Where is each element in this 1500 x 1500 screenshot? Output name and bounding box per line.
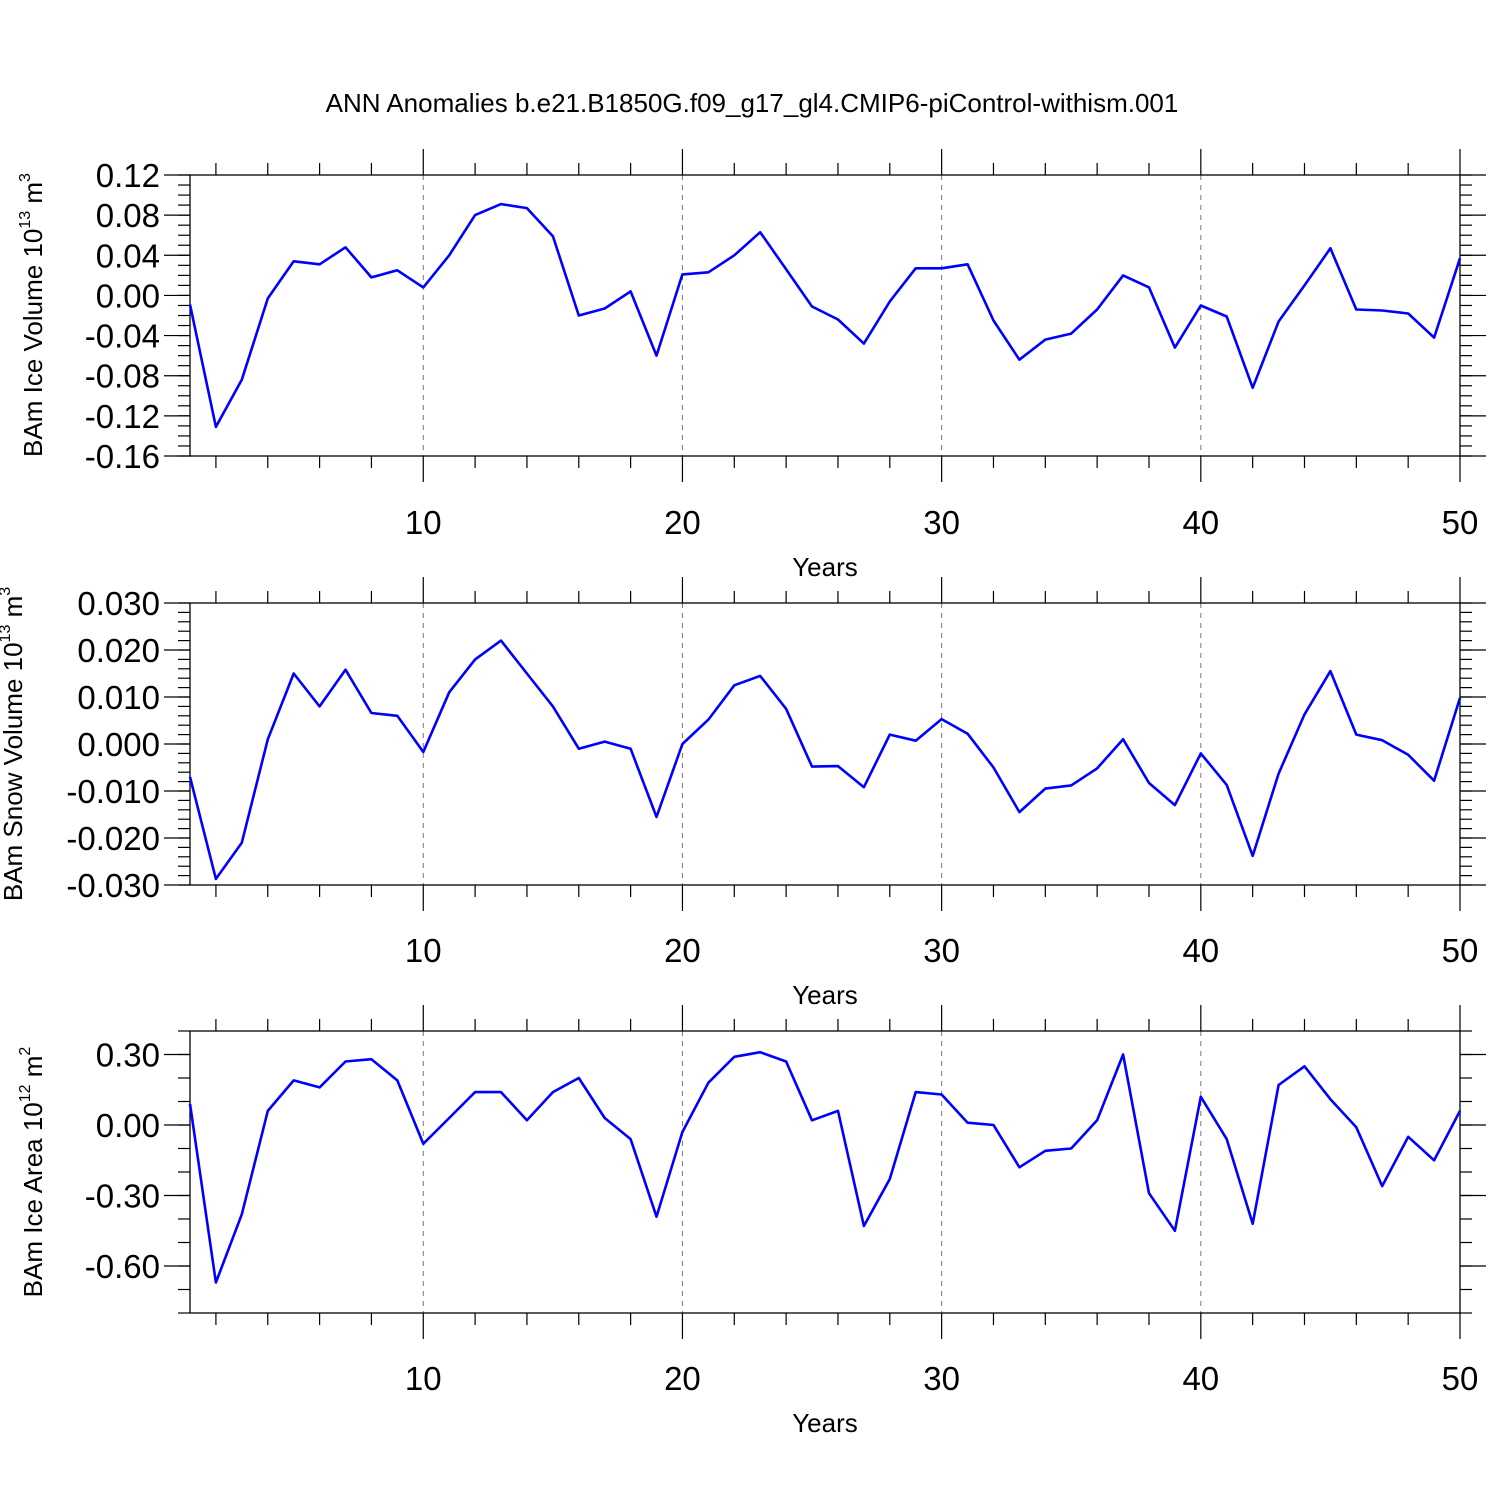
y-tick-label: -0.60	[85, 1248, 160, 1285]
x-tick-label: 40	[1182, 504, 1219, 541]
x-tick-label: 10	[405, 932, 442, 969]
x-tick-label: 10	[405, 504, 442, 541]
y-tick-label: 0.00	[96, 277, 160, 314]
y-axis-title: BAm Snow Volume 1013 m3	[0, 587, 28, 901]
y-tick-label: 0.30	[96, 1037, 160, 1074]
y-tick-label: -0.04	[85, 318, 160, 355]
y-tick-label: 0.030	[77, 585, 160, 622]
y-tick-label: -0.010	[66, 773, 160, 810]
y-tick-label: 0.12	[96, 157, 160, 194]
x-tick-label: 10	[405, 1360, 442, 1397]
y-tick-label: 0.010	[77, 679, 160, 716]
x-axis-title: Years	[792, 980, 858, 1010]
y-axis-title: BAm Ice Area 1012 m2	[17, 1047, 48, 1298]
series-line	[188, 202, 1462, 429]
series-line	[188, 1050, 1462, 1284]
plot-frame	[189, 174, 1461, 457]
y-tick-label: -0.030	[66, 867, 160, 904]
x-tick-label: 20	[664, 932, 701, 969]
y-tick-label: 0.000	[77, 726, 160, 763]
series-line	[188, 639, 1462, 881]
x-tick-label: 20	[664, 1360, 701, 1397]
x-tick-label: 50	[1442, 932, 1479, 969]
y-tick-label: -0.08	[85, 358, 160, 395]
panel-ice-volume: BAm Ice Volume 1013 m3 Years 10 20 30 40 50 -…	[17, 149, 1486, 582]
plot-frame	[189, 1030, 1461, 1314]
chart-title: ANN Anomalies b.e21.B1850G.f09_g17_gl4.C…	[326, 88, 1179, 118]
x-axis-title: Years	[792, 552, 858, 582]
y-tick-label: -0.16	[85, 438, 160, 475]
x-tick-label: 30	[923, 504, 960, 541]
x-tick-label: 50	[1442, 504, 1479, 541]
y-tick-label: 0.08	[96, 197, 160, 234]
y-tick-label: -0.020	[66, 820, 160, 857]
y-tick-label: 0.04	[96, 237, 160, 274]
y-tick-label: -0.30	[85, 1178, 160, 1215]
x-axis-title: Years	[792, 1408, 858, 1438]
y-tick-label: 0.020	[77, 632, 160, 669]
x-tick-label: 50	[1442, 1360, 1479, 1397]
x-tick-label: 20	[664, 504, 701, 541]
x-tick-label: 40	[1182, 932, 1219, 969]
panel-snow-volume: BAm Snow Volume 1013 m3 Years 10 20 30 40 50…	[0, 577, 1486, 1010]
y-tick-label: 0.00	[96, 1107, 160, 1144]
y-tick-label: -0.12	[85, 398, 160, 435]
x-tick-label: 30	[923, 1360, 960, 1397]
x-tick-label: 40	[1182, 1360, 1219, 1397]
x-tick-label: 30	[923, 932, 960, 969]
y-axis-title: BAm Ice Volume 1013 m3	[17, 173, 48, 457]
panel-ice-area: BAm Ice Area 1012 m2 Years 10 20 30 40 50 -0.…	[17, 1005, 1486, 1438]
plot-frame	[189, 602, 1461, 886]
